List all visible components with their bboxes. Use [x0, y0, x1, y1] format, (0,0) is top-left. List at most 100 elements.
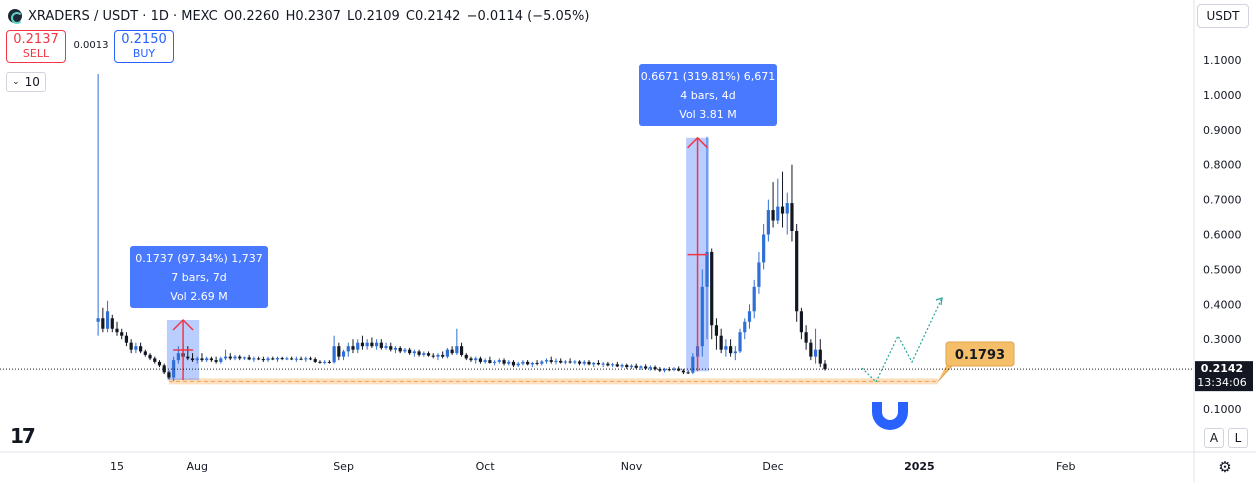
candle-body: [648, 367, 652, 369]
candle-body: [384, 346, 388, 348]
candle-body: [752, 286, 756, 312]
candle-body: [266, 358, 270, 361]
candle-body: [365, 342, 369, 347]
candle-body: [478, 358, 483, 362]
candle-body: [747, 311, 752, 322]
x-tick-label: Feb: [1056, 460, 1075, 473]
candle-body: [115, 328, 119, 333]
candle-body: [200, 358, 204, 361]
measure-arrow-1-head: [172, 318, 194, 331]
candle-body: [823, 363, 827, 370]
candle-body: [242, 357, 247, 359]
candle-body: [186, 356, 190, 359]
candle-body: [639, 366, 643, 368]
candle-body: [139, 346, 143, 352]
magnet-icon: [872, 396, 908, 430]
candle-body: [634, 365, 638, 368]
change-value: −0.0114 (−5.05%): [466, 8, 590, 24]
candle-body: [644, 366, 648, 369]
candle-body: [360, 342, 365, 347]
candle-body: [285, 358, 289, 360]
buy-price: 0.2150: [121, 32, 167, 47]
candle-body: [459, 346, 464, 355]
candle-body: [290, 358, 294, 360]
candle-body: [257, 358, 261, 360]
candle-body: [559, 360, 563, 363]
candle-body: [195, 358, 199, 361]
candle-body: [686, 372, 690, 374]
candle-body: [332, 346, 336, 363]
sell-button[interactable]: 0.2137 SELL: [6, 30, 66, 63]
projection-path: [875, 297, 943, 383]
candle-body: [209, 358, 213, 361]
candle-body: [582, 361, 586, 364]
buy-button[interactable]: 0.2150 BUY: [114, 30, 174, 63]
candle-body: [615, 364, 619, 367]
candle-body: [351, 346, 355, 350]
candle-body: [776, 206, 780, 221]
candle-body: [323, 361, 327, 363]
candle-body: [157, 361, 162, 366]
auto-scale-button[interactable]: A: [1204, 428, 1224, 448]
support-zone-fill: [168, 378, 939, 385]
candle-body: [469, 358, 473, 361]
candle-body: [408, 349, 412, 354]
candle-body: [313, 359, 317, 362]
candle-body: [526, 361, 530, 365]
candle-body: [658, 369, 662, 371]
chevron-down-icon: ⌄: [12, 77, 20, 87]
x-tick-label: Dec: [762, 460, 783, 473]
candle-body: [223, 356, 228, 359]
candle-body: [426, 353, 431, 356]
candle-body: [521, 361, 525, 364]
candle-body: [403, 349, 407, 352]
exchange-logo-icon: [8, 9, 23, 24]
candle-body: [445, 349, 449, 357]
indicator-toggle-button[interactable]: ⌄ 10: [6, 72, 46, 92]
projection-arrowhead: [935, 297, 943, 306]
y-tick-label: 1.1000: [1203, 54, 1242, 67]
target-price-label: 0.1793: [955, 348, 1005, 363]
symbol-title[interactable]: XRADERS / USDT · 1D · MEXC: [28, 8, 218, 24]
candle-body: [667, 369, 671, 371]
candle-body: [511, 361, 516, 366]
candle-body: [813, 349, 818, 357]
candle-body: [733, 351, 737, 354]
candle-body: [544, 360, 549, 362]
candle-body: [247, 357, 251, 360]
candle-body: [483, 360, 487, 362]
candle-body: [757, 262, 761, 287]
candle-body: [516, 363, 520, 366]
candle-body: [799, 311, 803, 333]
settings-gear-icon[interactable]: ⚙: [1218, 458, 1232, 476]
candle-body: [412, 351, 416, 354]
currency-selector[interactable]: USDT: [1197, 4, 1249, 28]
candle-body: [700, 286, 704, 347]
drawing-overlay: 0.1737 (97.34%) 1,737 7 bars, 7d Vol 2.69 …: [130, 64, 1015, 430]
tradingview-logo-icon[interactable]: 17: [10, 424, 36, 448]
candle-body: [488, 360, 492, 363]
candle-body: [672, 368, 676, 370]
candle-body: [714, 325, 719, 336]
low-value: L0.2109: [347, 8, 400, 24]
high-value: H0.2307: [285, 8, 341, 24]
log-scale-button[interactable]: L: [1228, 428, 1248, 448]
candle-body: [238, 356, 242, 359]
candle-body: [507, 361, 511, 364]
candle-body: [596, 362, 601, 365]
candle-body: [341, 351, 346, 357]
sell-price: 0.2137: [13, 32, 59, 47]
candle-body: [327, 361, 331, 363]
candle-body: [205, 358, 209, 361]
candle-body: [554, 360, 558, 362]
x-tick-label: 2025: [904, 460, 935, 473]
magnet-tip-left: [872, 396, 882, 402]
candle-body: [214, 360, 218, 362]
candle-body: [587, 361, 591, 365]
candle-body: [304, 358, 308, 360]
measure-label-2-box: [639, 64, 777, 126]
y-tick-label: 0.9000: [1203, 124, 1242, 137]
candle-body: [233, 356, 237, 359]
